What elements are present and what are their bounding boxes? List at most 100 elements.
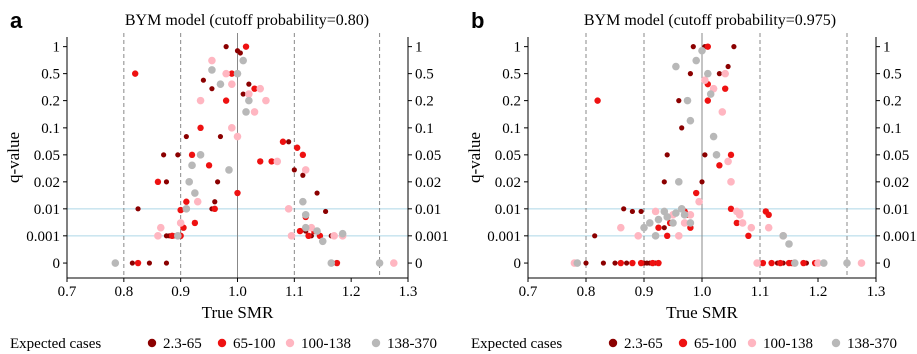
legend-swatch: [371, 338, 381, 348]
data-point: [299, 151, 307, 159]
data-point: [706, 90, 715, 98]
data-point: [621, 206, 627, 212]
y-tick-right-label: 0.2: [415, 94, 434, 110]
data-point: [176, 219, 185, 227]
legend-label: 138-370: [847, 336, 897, 352]
data-point: [637, 259, 645, 267]
data-point: [185, 178, 193, 186]
data-point: [314, 190, 320, 196]
data-point: [655, 259, 662, 267]
data-point: [727, 178, 735, 186]
data-point: [161, 152, 167, 158]
data-point: [718, 108, 727, 116]
data-point: [262, 96, 270, 105]
data-point: [683, 96, 692, 105]
data-point: [154, 232, 162, 240]
legend-label: 2.3-65: [624, 336, 663, 352]
data-point: [228, 70, 236, 77]
data-point: [191, 219, 199, 227]
panel-b: 0.7 0.8 0.9 1.0 1.1 1.2 1.3 0 0.001 0.01 0.02 0.05 0…: [465, 8, 917, 322]
y-tick-label: 0.001: [26, 229, 60, 245]
data-point: [814, 259, 822, 267]
legend-label: 2.3-65: [163, 336, 202, 352]
data-point: [327, 259, 336, 267]
legend-swatch: [608, 338, 618, 348]
data-point: [709, 132, 718, 141]
y-tick-label: 0.01: [34, 202, 60, 218]
data-point: [724, 157, 732, 166]
legend-label: 138-370: [387, 336, 437, 352]
data-point: [134, 259, 142, 267]
data-point: [242, 43, 250, 50]
data-point: [301, 223, 310, 232]
data-point: [237, 50, 243, 56]
x-tick-label: 0.9: [635, 284, 654, 300]
data-point: [286, 139, 292, 145]
data-point: [296, 227, 304, 235]
legend-title: Expected cases: [471, 336, 562, 352]
y-tick-label: 1: [514, 40, 522, 56]
data-point: [228, 80, 236, 88]
data-point: [183, 198, 190, 205]
data-point: [777, 259, 784, 267]
data-point: [735, 211, 744, 219]
data-point: [785, 240, 793, 248]
data-point: [300, 172, 306, 178]
y-tick-right-label: 0.001: [415, 229, 449, 245]
x-axis-label: True SMR: [202, 303, 274, 322]
y-tick-right-label: 0: [883, 256, 891, 272]
data-point: [215, 179, 221, 185]
data-point: [663, 213, 671, 221]
data-point: [655, 224, 662, 231]
data-point: [583, 260, 589, 266]
data-point: [686, 211, 695, 219]
data-point: [791, 259, 799, 267]
legend-swatch: [831, 338, 841, 348]
data-point: [246, 81, 252, 87]
data-point: [704, 97, 711, 104]
y-tick-label: 0: [514, 256, 522, 272]
data-point: [228, 124, 236, 132]
data-point: [212, 199, 218, 205]
chart-title: BYM model (cutoff probability=0.975): [584, 12, 836, 29]
data-point: [291, 167, 297, 173]
data-point: [208, 56, 216, 65]
data-point: [768, 259, 775, 267]
data-point: [313, 227, 321, 235]
data-point: [111, 259, 120, 267]
data-point: [154, 178, 162, 186]
y-tick-right-label: 0.2: [883, 94, 902, 110]
data-point: [389, 259, 398, 267]
data-point: [245, 96, 253, 105]
data-point: [629, 259, 636, 267]
legend-swatch: [217, 338, 227, 348]
data-point: [800, 259, 807, 267]
y-tick-right-label: 1: [415, 40, 423, 56]
data-point: [745, 232, 752, 240]
data-point: [712, 151, 721, 159]
data-point: [299, 197, 307, 206]
data-point: [250, 108, 259, 116]
y-tick-label: 1: [53, 40, 61, 56]
y-tick-label: 0.01: [495, 202, 521, 218]
data-point: [573, 259, 582, 267]
data-point: [725, 63, 731, 70]
data-point: [759, 259, 767, 267]
data-point: [672, 209, 680, 217]
data-point: [256, 84, 265, 93]
data-point: [727, 205, 735, 213]
data-point: [738, 219, 747, 227]
y-tick-right-label: 0.02: [883, 175, 909, 191]
x-tick-label: 1.2: [809, 284, 828, 300]
data-point: [375, 259, 384, 267]
data-point: [200, 77, 206, 83]
data-point: [197, 124, 204, 132]
data-point: [284, 205, 293, 213]
data-point: [820, 259, 828, 267]
y-tick-label: 0.5: [41, 67, 60, 83]
x-tick-label: 1.1: [285, 284, 304, 300]
data-point: [651, 207, 660, 216]
data-point: [651, 232, 660, 240]
x-tick-label: 0.7: [58, 284, 77, 300]
data-point: [223, 44, 229, 50]
